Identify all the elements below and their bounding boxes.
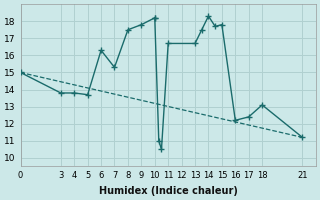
X-axis label: Humidex (Indice chaleur): Humidex (Indice chaleur)	[99, 186, 238, 196]
